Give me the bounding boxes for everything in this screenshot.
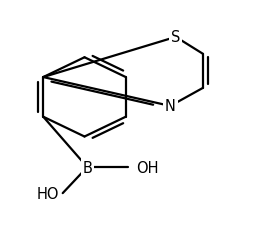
Text: B: B <box>82 160 92 175</box>
Text: OH: OH <box>136 160 158 175</box>
Text: N: N <box>165 99 176 114</box>
Text: HO: HO <box>36 186 59 201</box>
Text: S: S <box>171 30 180 45</box>
